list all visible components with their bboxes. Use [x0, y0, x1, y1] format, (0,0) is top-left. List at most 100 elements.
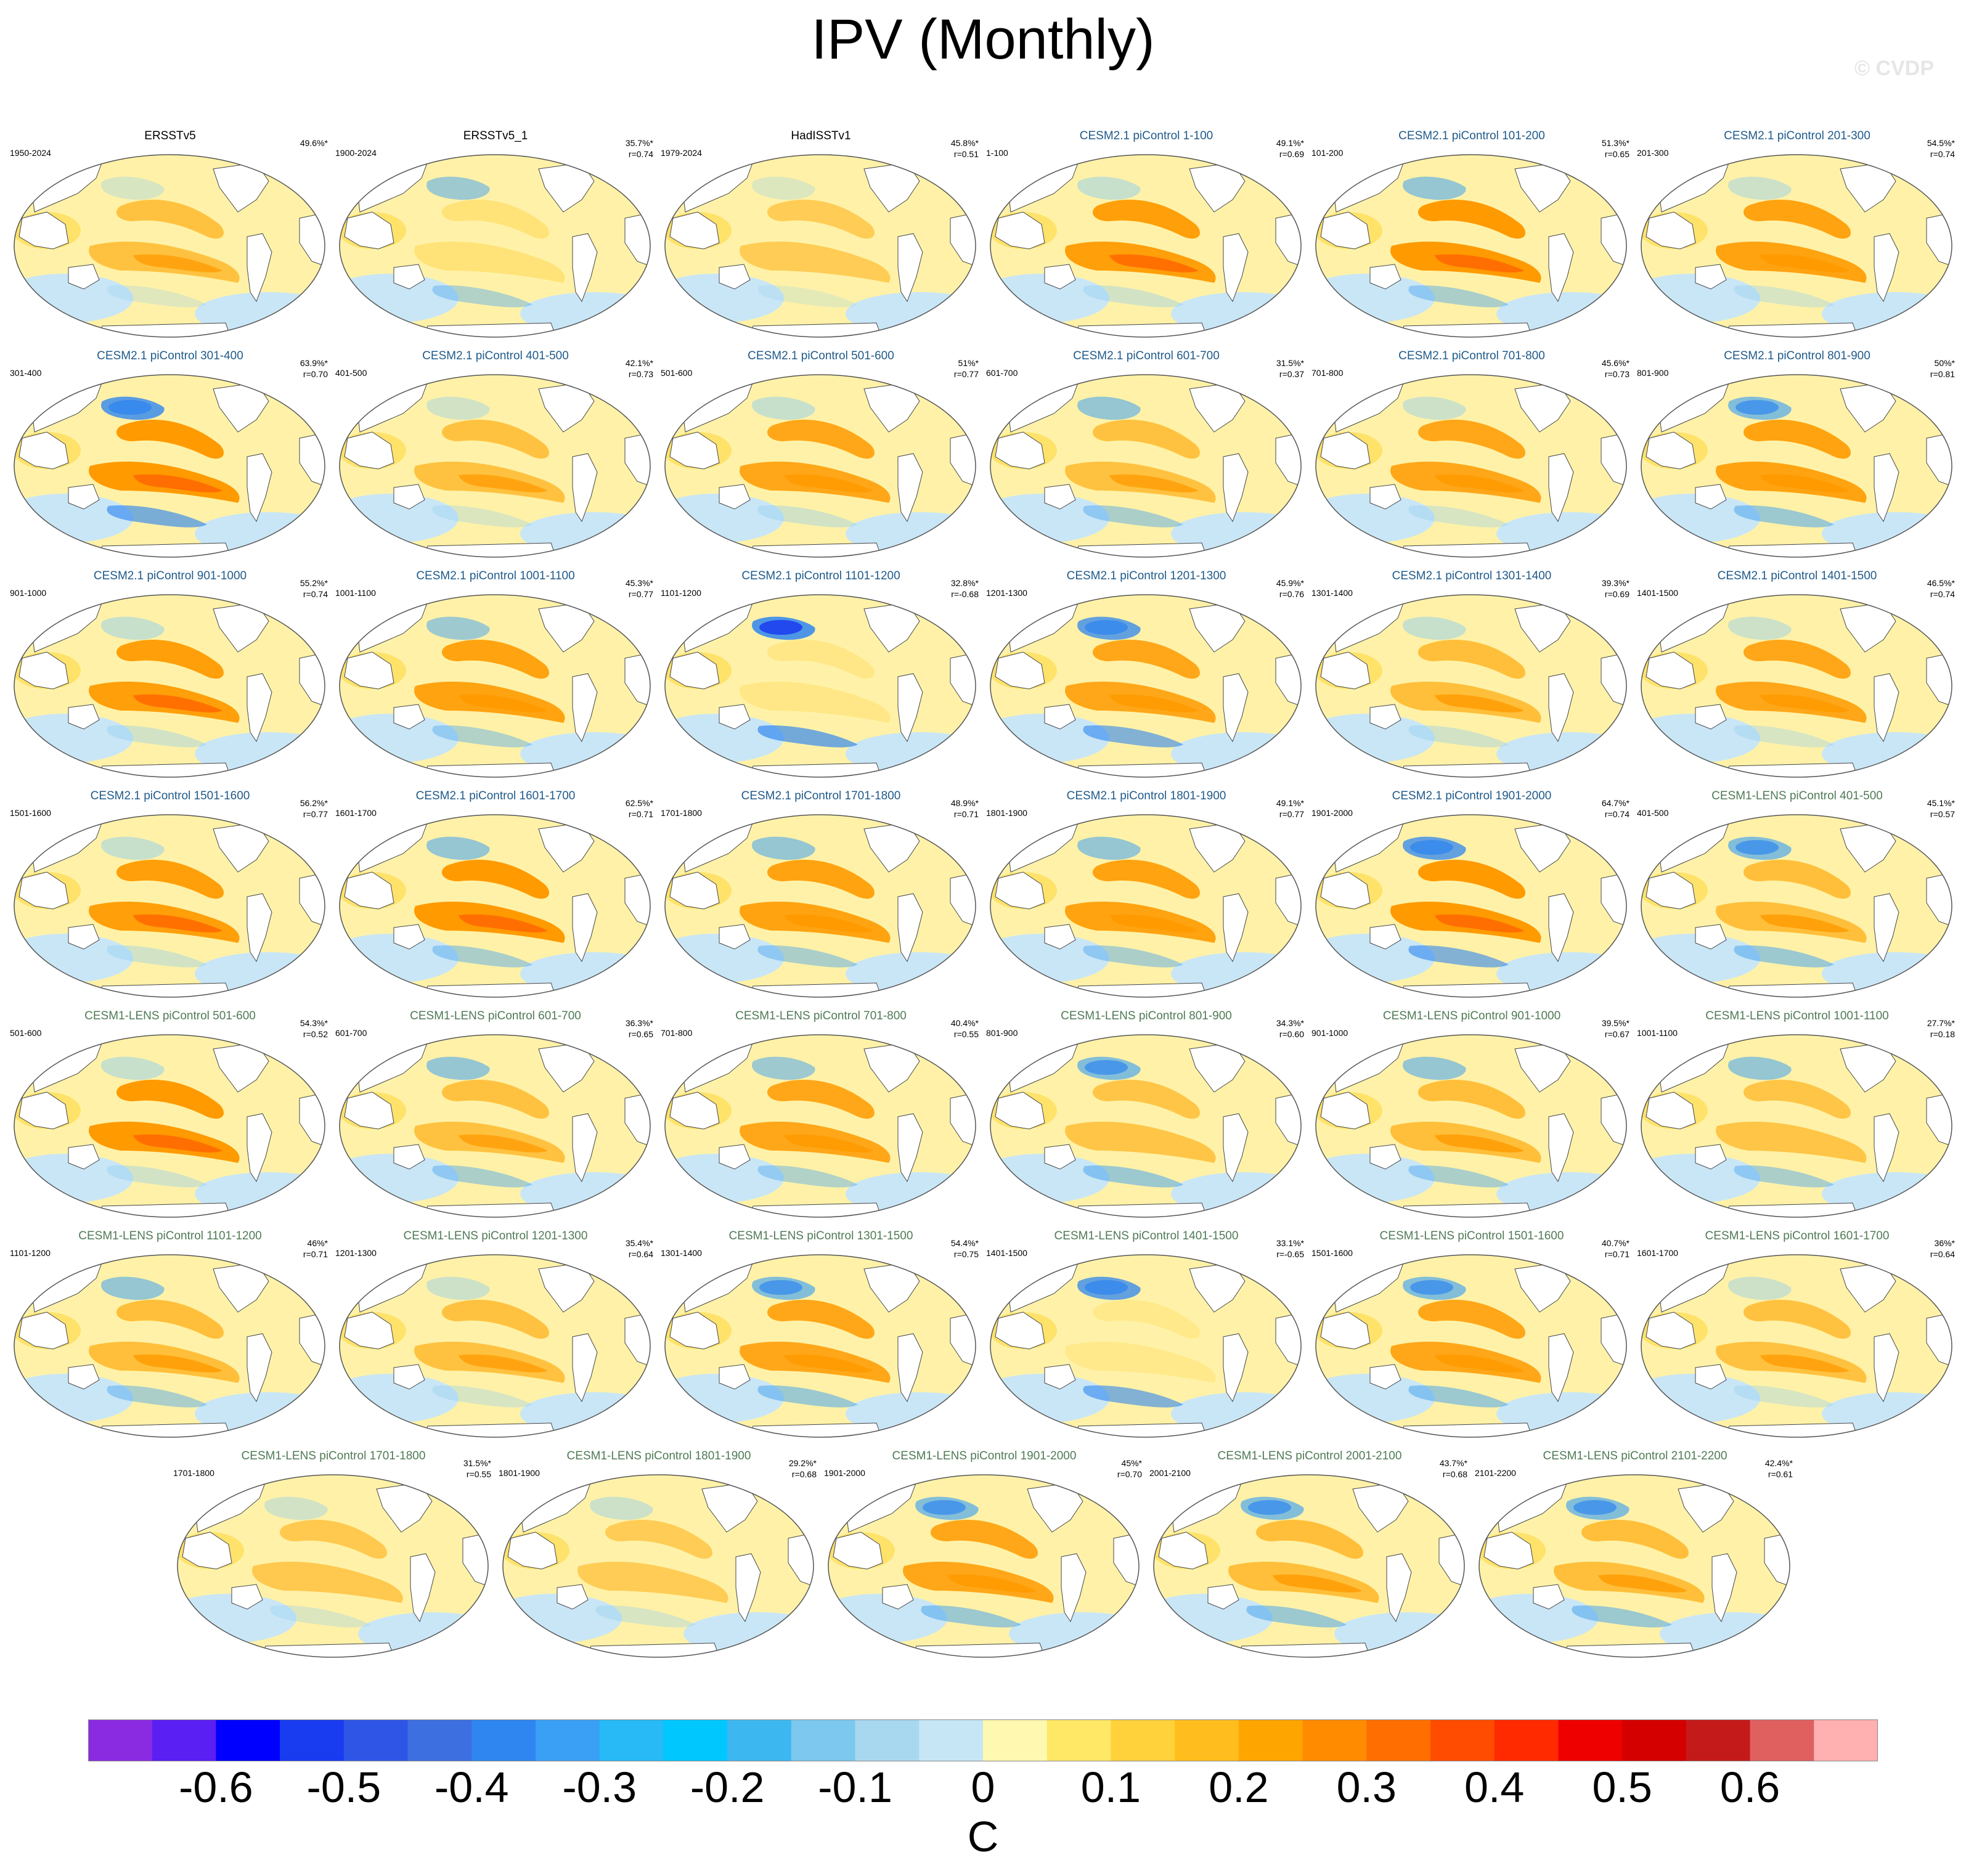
pattern-map: [339, 814, 651, 998]
panel-pattern-correlation: r=0.74: [303, 589, 328, 599]
panel-pattern-correlation: r=0.64: [628, 1249, 653, 1259]
panel-year-range: 601-700: [335, 1028, 367, 1038]
panel-title: HadISSTv1: [791, 129, 851, 142]
panel-pattern-correlation: r=0.68: [1442, 1469, 1467, 1479]
panel-year-range: 1950-2024: [10, 148, 51, 158]
colorbar-swatch: [1046, 1719, 1111, 1761]
watermark: © CVDP: [1854, 57, 1934, 80]
panel-title: CESM2.1 piControl 1801-1900: [1066, 789, 1226, 802]
panel-variance-pct: 48.9%*: [950, 798, 979, 808]
panel-title: CESM1-LENS piControl 1701-1800: [241, 1450, 426, 1462]
pattern-map: [990, 154, 1302, 338]
pattern-map: [1641, 1034, 1952, 1218]
panel-variance-pct: 51%*: [958, 358, 979, 368]
map-panel: CESM2.1 piControl 1-100 1-100 49.1%* r=0.69: [984, 129, 1309, 344]
colorbar-tick-label: -0.2: [690, 1763, 765, 1811]
panel-title: CESM1-LENS piControl 401-500: [1711, 789, 1883, 802]
panel-year-range: 1101-1200: [10, 1248, 51, 1258]
panel-year-range: 1701-1800: [661, 808, 702, 818]
panel-pattern-correlation: r=0.18: [1930, 1029, 1955, 1039]
panel-pattern-correlation: r=0.77: [1279, 809, 1304, 819]
map-panel: CESM1-LENS piControl 1601-1700 1601-1700 3…: [1634, 1230, 1960, 1444]
panel-year-range: 701-800: [661, 1028, 693, 1038]
colorbar-swatch: [407, 1719, 472, 1761]
pattern-map: [664, 594, 976, 778]
panel-pattern-correlation: r=0.74: [1604, 809, 1629, 819]
pattern-map: [14, 374, 325, 558]
panel-variance-pct: 46.5%*: [1927, 578, 1955, 588]
colorbar-swatch: [471, 1719, 536, 1761]
colorbar-tick-label: 0.6: [1719, 1763, 1780, 1811]
pattern-map: [990, 1034, 1302, 1218]
panel-pattern-correlation: r=0.64: [1930, 1249, 1955, 1259]
panel-pattern-correlation: r=0.55: [953, 1029, 979, 1039]
colorbar-tick-label: -0.5: [306, 1763, 381, 1811]
colorbar-swatch: [1558, 1719, 1623, 1761]
map-panel: CESM1-LENS piControl 1801-1900 1801-1900 2…: [496, 1450, 822, 1664]
panel-year-range: 1-100: [986, 148, 1008, 158]
panel-variance-pct: 45.6%*: [1601, 358, 1629, 368]
colorbar-swatch: [1750, 1719, 1814, 1761]
panel-title: CESM1-LENS piControl 2101-2200: [1543, 1450, 1727, 1462]
panel-year-range: 1401-1500: [986, 1248, 1027, 1258]
panel-pattern-correlation: r=-0.68: [951, 589, 979, 599]
panel-title: CESM1-LENS piControl 1301-1500: [728, 1230, 913, 1242]
map-panel: ERSSTv5 1950-2024 49.6%*: [7, 129, 333, 344]
pattern-map: [664, 1254, 976, 1438]
panel-variance-pct: 40.4%*: [950, 1018, 979, 1028]
panel-variance-pct: 49.1%*: [1276, 798, 1304, 808]
panel-pattern-correlation: r=0.37: [1279, 369, 1304, 379]
pattern-map: [1641, 594, 1952, 778]
panel-pattern-correlation: r=0.73: [1604, 369, 1629, 379]
panel-title: CESM2.1 piControl 1201-1300: [1066, 569, 1226, 582]
panel-variance-pct: 36.3%*: [625, 1018, 653, 1028]
panel-title: CESM1-LENS piControl 1101-1200: [78, 1230, 262, 1242]
colorbar-swatch: [727, 1719, 792, 1761]
map-panel: HadISSTv1 1979-2024 45.8%* r=0.51: [658, 129, 984, 344]
pattern-map: [339, 374, 651, 558]
panel-title: CESM2.1 piControl 1101-1200: [741, 569, 900, 582]
panel-year-range: 401-500: [335, 368, 367, 378]
panel-title: CESM2.1 piControl 101-200: [1398, 129, 1545, 142]
map-panel: CESM2.1 piControl 1801-1900 1801-1900 49.1…: [984, 789, 1309, 1004]
map-panel: CESM2.1 piControl 1301-1400 1301-1400 39.3…: [1309, 569, 1634, 784]
map-panel: CESM1-LENS piControl 1301-1500 1301-1400 5…: [658, 1230, 984, 1444]
panel-variance-pct: 27.7%*: [1927, 1018, 1955, 1028]
panel-year-range: 2001-2100: [1149, 1468, 1191, 1478]
panel-year-range: 1801-1900: [986, 808, 1027, 818]
panel-variance-pct: 34.3%*: [1276, 1018, 1304, 1028]
panel-year-range: 1201-1300: [986, 588, 1027, 598]
panel-title: CESM2.1 piControl 801-900: [1724, 349, 1870, 362]
panel-title: CESM2.1 piControl 1301-1400: [1392, 569, 1552, 582]
panel-title: CESM1-LENS piControl 1501-1600: [1379, 1230, 1564, 1242]
map-panel: CESM1-LENS piControl 501-600 501-600 54.3%…: [7, 1009, 333, 1224]
panel-variance-pct: 55.2%*: [300, 578, 328, 588]
pattern-map: [1153, 1474, 1465, 1658]
panel-variance-pct: 29.2%*: [788, 1458, 817, 1468]
panel-year-range: 801-900: [1637, 368, 1669, 378]
map-panel: CESM2.1 piControl 1001-1100 1001-1100 45.3…: [333, 569, 658, 784]
panel-variance-pct: 51.3%*: [1601, 138, 1629, 148]
panel-variance-pct: 31.5%*: [1276, 358, 1304, 368]
panel-variance-pct: 43.7%*: [1439, 1458, 1467, 1468]
pattern-map: [14, 1254, 325, 1438]
pattern-map: [14, 1034, 325, 1218]
colorbar-tick-label: 0.3: [1336, 1763, 1397, 1811]
panel-year-range: 901-1000: [1311, 1028, 1348, 1038]
panel-title: CESM1-LENS piControl 1601-1700: [1705, 1230, 1890, 1242]
panel-variance-pct: 56.2%*: [300, 798, 328, 808]
panel-title: CESM1-LENS piControl 1901-2000: [892, 1450, 1077, 1462]
panel-title: CESM1-LENS piControl 1001-1100: [1705, 1009, 1889, 1022]
panel-title: CESM1-LENS piControl 901-1000: [1382, 1009, 1561, 1022]
panel-pattern-correlation: r=0.68: [791, 1469, 817, 1479]
pattern-map: [1641, 374, 1952, 558]
panel-pattern-correlation: r=0.74: [1930, 149, 1955, 159]
panel-variance-pct: 45%*: [1121, 1458, 1142, 1468]
map-panel: CESM2.1 piControl 1901-2000 1901-2000 64.7…: [1309, 789, 1634, 1004]
colorbar-swatch: [1366, 1719, 1431, 1761]
panel-title: CESM1-LENS piControl 1201-1300: [403, 1230, 588, 1242]
colorbar-swatch: [599, 1719, 664, 1761]
pattern-map: [1315, 814, 1627, 998]
panel-title: CESM1-LENS piControl 501-600: [84, 1009, 256, 1022]
pattern-map: [1315, 594, 1627, 778]
